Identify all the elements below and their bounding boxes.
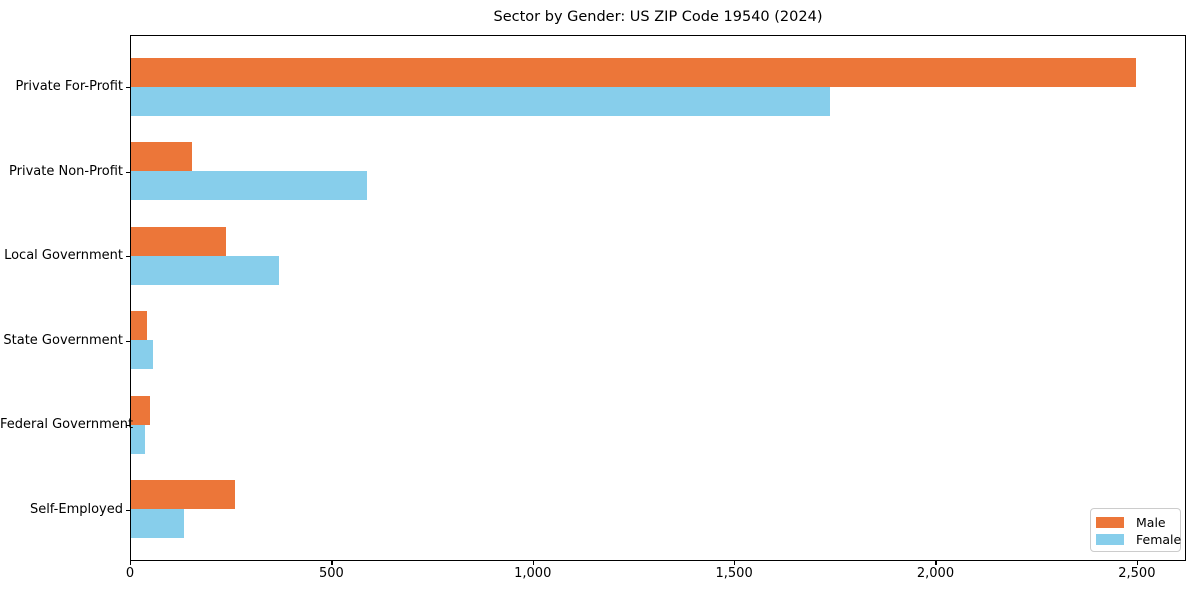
bar-female-0 [131, 86, 830, 116]
x-tick-label: 2,500 [1118, 566, 1156, 581]
bar-female-4 [131, 424, 146, 454]
y-tick-label: Private Non-Profit [9, 163, 123, 179]
x-tick-mark [935, 560, 937, 565]
y-tick-label: Self-Employed [29, 501, 123, 517]
legend-label-female: Female [1136, 532, 1182, 547]
bar-female-3 [131, 340, 154, 370]
plot-area [130, 35, 1186, 561]
y-tick-label: Federal Government [0, 417, 134, 432]
bar-male-3 [131, 311, 148, 341]
bar-male-1 [131, 142, 193, 172]
chart-title: Sector by Gender: US ZIP Code 19540 (202… [493, 9, 823, 25]
female-swatch-icon [1096, 534, 1124, 545]
bar-male-0 [131, 57, 1136, 87]
x-tick-label: 0 [125, 566, 135, 581]
y-tick-mark [126, 87, 130, 89]
legend-entry-male: Male [1096, 514, 1180, 531]
y-tick-mark [126, 171, 130, 173]
y-tick-mark [126, 425, 130, 427]
y-tick-mark [126, 256, 130, 258]
legend: Male Female [1090, 508, 1181, 552]
y-tick-mark [126, 340, 130, 342]
bar-female-2 [131, 255, 280, 285]
y-tick-label: State Government [3, 332, 123, 348]
x-tick-label: 2,000 [916, 566, 955, 581]
y-tick-label: Private For-Profit [15, 79, 123, 94]
legend-entry-female: Female [1096, 531, 1182, 548]
bar-male-2 [131, 226, 227, 256]
y-tick-label: Local Government [4, 248, 123, 263]
x-tick-mark [331, 560, 333, 565]
x-tick-mark [734, 560, 736, 565]
bar-female-5 [131, 509, 185, 539]
x-tick-label: 1,000 [514, 566, 552, 581]
x-tick-mark [1136, 560, 1139, 565]
x-tick-label: 500 [318, 566, 344, 581]
bar-male-4 [131, 395, 151, 425]
legend-label-male: Male [1136, 515, 1166, 530]
bar-female-1 [131, 171, 368, 201]
y-tick-mark [126, 509, 130, 511]
x-tick-label: 1,500 [715, 566, 753, 581]
male-swatch-icon [1096, 517, 1124, 528]
bar-male-5 [131, 480, 235, 510]
x-tick-mark [130, 560, 132, 565]
x-tick-mark [532, 560, 535, 565]
